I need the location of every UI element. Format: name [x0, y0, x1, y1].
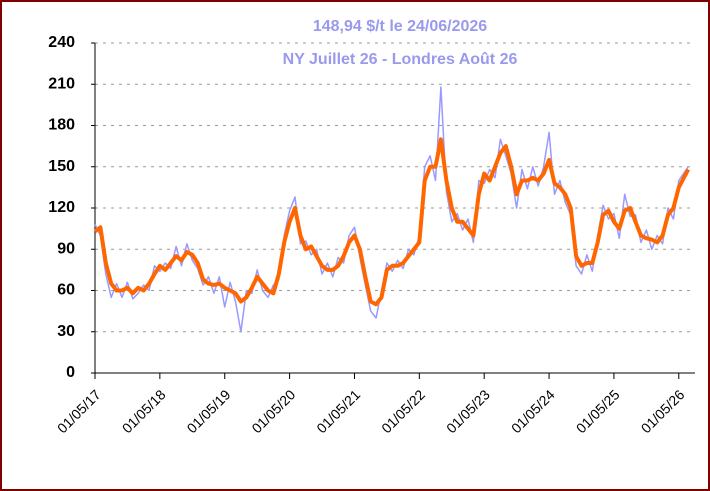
series-line [93, 137, 690, 307]
y-tick-label: 60 [57, 282, 75, 299]
y-tick-label: 120 [48, 199, 75, 216]
chart-title: 148,94 $/t le 24/06/2026 [313, 18, 487, 35]
y-tick-label: 0 [66, 364, 75, 381]
y-tick-label: 180 [48, 117, 75, 134]
y-tick-label: 150 [48, 158, 75, 175]
y-tick-label: 210 [48, 75, 75, 92]
y-tick-label: 240 [48, 34, 75, 51]
y-tick-label: 30 [57, 323, 75, 340]
chart-subtitle: NY Juillet 26 - Londres Août 26 [283, 51, 518, 68]
y-tick-label: 90 [57, 240, 75, 257]
